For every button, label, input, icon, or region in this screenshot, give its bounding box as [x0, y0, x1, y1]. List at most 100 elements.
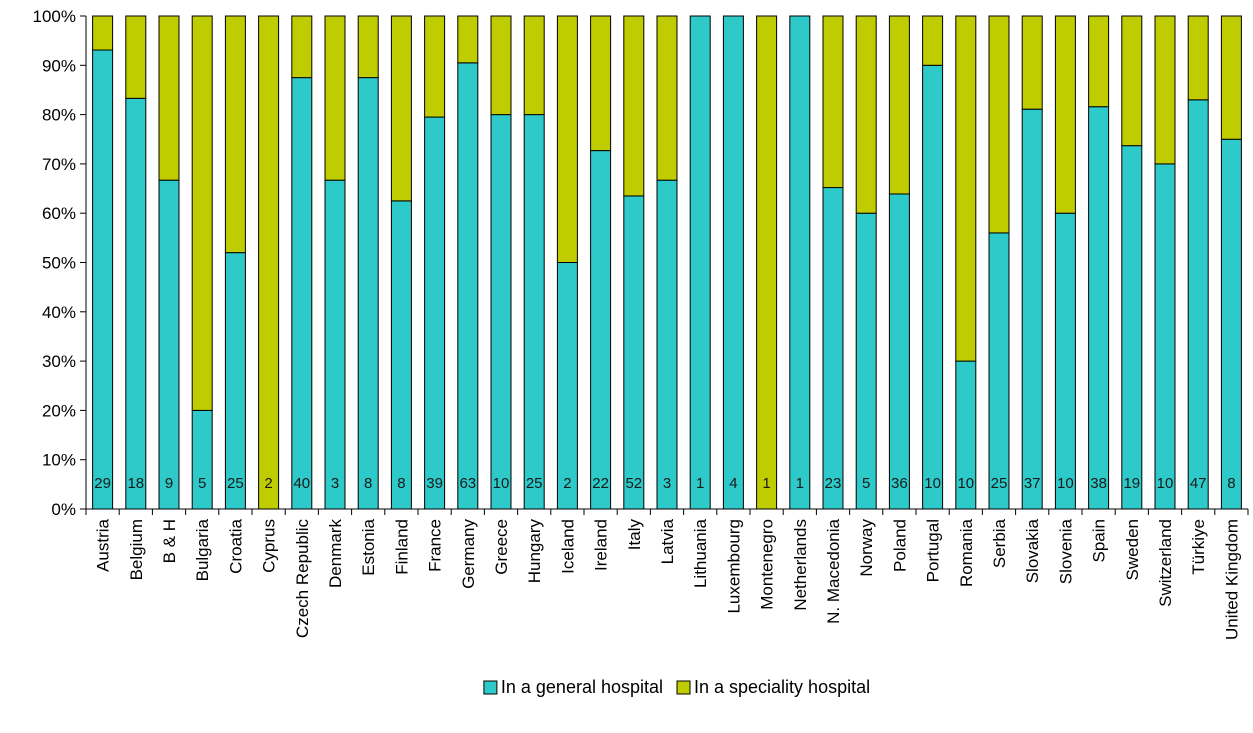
x-category-label: Iceland [558, 519, 577, 574]
bar-count-label: 10 [1157, 475, 1174, 492]
x-category-label: Estonia [359, 518, 378, 575]
bar-speciality-hospital [1154, 15, 1176, 165]
bar-general-hospital [822, 187, 844, 510]
x-category-label: Germany [459, 519, 478, 589]
bar-count-label: 29 [94, 475, 111, 492]
bar-count-label: 19 [1123, 475, 1140, 492]
x-category-label: B & H [160, 519, 179, 563]
bar-count-label: 38 [1090, 475, 1107, 492]
bar-count-label: 1 [696, 475, 704, 492]
bar-general-hospital [689, 15, 711, 510]
legend-swatch-speciality [676, 680, 691, 695]
bar-count-label: 3 [331, 475, 339, 492]
bar-general-hospital [722, 15, 744, 510]
bar-count-label: 1 [796, 475, 804, 492]
x-category-label: Lithuania [691, 518, 710, 588]
bar-count-label: 1 [762, 475, 770, 492]
bar-count-label: 52 [625, 475, 642, 492]
bar-count-label: 18 [127, 475, 144, 492]
y-tick-label: 10% [42, 451, 76, 470]
bar-general-hospital [1154, 163, 1176, 510]
x-category-label: Poland [890, 519, 909, 572]
bar-speciality-hospital [224, 15, 246, 254]
bar-speciality-hospital [922, 15, 944, 66]
axes-group: 0% 10% 20% 30% 40% 50% 60% 70% 80% 90% 100% Austria… [33, 7, 1249, 640]
bar-count-label: 40 [293, 475, 310, 492]
bar-general-hospital [125, 97, 147, 510]
bar-general-hospital [556, 262, 578, 510]
x-category-label: France [426, 519, 445, 572]
bar-speciality-hospital [1187, 15, 1209, 101]
y-tick-label: 30% [42, 352, 76, 371]
bar-count-label: 36 [891, 475, 908, 492]
bar-count-label: 10 [957, 475, 974, 492]
bar-speciality-hospital [191, 15, 213, 411]
bar-count-label: 5 [198, 475, 206, 492]
x-category-label: Sweden [1123, 519, 1142, 580]
x-category-label: Czech Republic [293, 519, 312, 639]
x-category-label: N. Macedonia [824, 518, 843, 623]
legend-swatch-general [483, 680, 498, 695]
bar-count-label: 8 [364, 475, 372, 492]
bar-speciality-hospital [888, 15, 910, 195]
bar-count-label: 25 [227, 475, 244, 492]
bar-general-hospital [1121, 145, 1143, 510]
bar-general-hospital [224, 252, 246, 510]
count-labels-group: 29 18 9 5 25 2 40 3 8 8 39 63 10 25 2 22 52 3 1 4 1 1 23 5 36 10 1… [94, 475, 1235, 492]
bar-speciality-hospital [291, 15, 313, 79]
x-category-label: United Kingdom [1222, 519, 1241, 640]
x-category-label: Türkiye [1189, 519, 1208, 575]
bar-general-hospital [1088, 106, 1110, 510]
bar-speciality-hospital [590, 15, 612, 152]
bar-speciality-hospital [855, 15, 877, 214]
bar-general-hospital [789, 15, 811, 510]
bar-speciality-hospital [457, 15, 479, 64]
bar-general-hospital [1054, 212, 1076, 510]
bar-general-hospital [922, 64, 944, 510]
bar-speciality-hospital [822, 15, 844, 189]
bar-general-hospital [988, 232, 1010, 510]
bar-speciality-hospital [424, 15, 446, 118]
bar-count-label: 25 [991, 475, 1008, 492]
bar-speciality-hospital [125, 15, 147, 99]
x-category-label: Netherlands [791, 519, 810, 611]
x-category-label: Italy [625, 519, 644, 551]
x-category-label: Spain [1090, 519, 1109, 562]
bar-count-label: 4 [729, 475, 737, 492]
x-category-label: Serbia [990, 518, 1009, 568]
bar-speciality-hospital [988, 15, 1010, 234]
bar-count-label: 9 [165, 475, 173, 492]
bar-general-hospital [1220, 138, 1242, 510]
y-tick-label: 70% [42, 155, 76, 174]
bar-count-label: 22 [592, 475, 609, 492]
bar-general-hospital [623, 195, 645, 510]
x-category-label: Denmark [326, 519, 345, 588]
x-category-label: Latvia [658, 518, 677, 564]
bar-general-hospital [888, 193, 910, 510]
bar-speciality-hospital [523, 15, 545, 116]
bar-count-label: 10 [924, 475, 941, 492]
x-category-label: Finland [392, 519, 411, 575]
x-category-label: Slovenia [1056, 518, 1075, 584]
y-tick-label: 60% [42, 204, 76, 223]
y-tick-label: 100% [33, 7, 76, 26]
bar-count-label: 37 [1024, 475, 1041, 492]
bar-general-hospital [324, 179, 346, 510]
bar-general-hospital [158, 179, 180, 510]
x-category-label: Ireland [592, 519, 611, 571]
bar-count-label: 10 [493, 475, 510, 492]
bar-general-hospital [1021, 108, 1043, 510]
bar-count-label: 39 [426, 475, 443, 492]
x-category-label: Belgium [127, 519, 146, 580]
bar-general-hospital [424, 116, 446, 510]
bar-general-hospital [1187, 99, 1209, 510]
x-category-label: Cyprus [260, 519, 279, 573]
bar-general-hospital [457, 62, 479, 510]
bar-general-hospital [390, 200, 412, 510]
bar-speciality-hospital [656, 15, 678, 181]
x-category-label: Austria [94, 518, 113, 571]
bar-count-label: 10 [1057, 475, 1074, 492]
y-tick-label: 0% [51, 500, 76, 519]
bar-general-hospital [357, 77, 379, 510]
